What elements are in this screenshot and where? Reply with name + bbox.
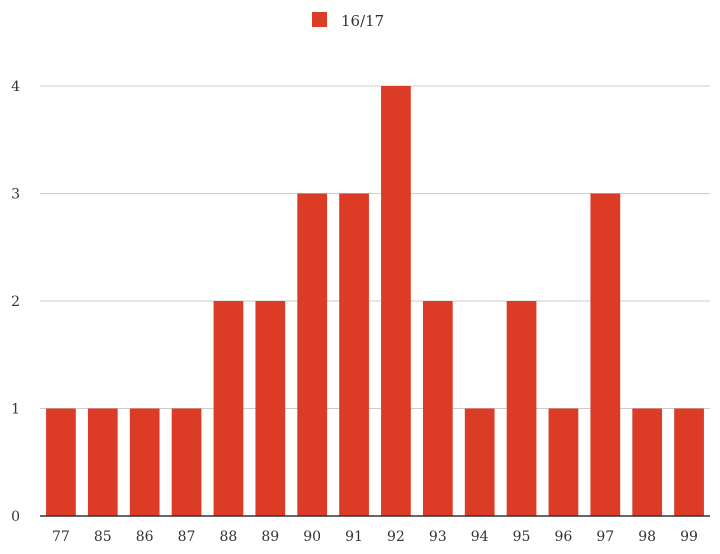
bar-97 bbox=[590, 193, 621, 516]
x-tick-label: 89 bbox=[261, 529, 279, 545]
bar-92 bbox=[381, 86, 411, 516]
bar-85 bbox=[87, 408, 118, 516]
x-tick-label: 93 bbox=[429, 529, 447, 545]
x-tick-label: 94 bbox=[471, 529, 489, 545]
bar-93 bbox=[422, 301, 453, 516]
legend-label: 16/17 bbox=[341, 12, 384, 30]
y-tick-label: 2 bbox=[11, 294, 20, 310]
y-tick-label: 1 bbox=[11, 402, 20, 418]
bar-90 bbox=[297, 193, 328, 516]
y-tick-label: 3 bbox=[11, 187, 20, 203]
bar-96 bbox=[548, 408, 579, 516]
x-tick-label: 92 bbox=[387, 529, 405, 545]
x-tick-label: 95 bbox=[513, 529, 531, 545]
x-tick-label: 90 bbox=[303, 529, 321, 545]
bar-89 bbox=[255, 301, 286, 516]
bar-86 bbox=[129, 408, 160, 516]
bar-87 bbox=[171, 408, 202, 516]
bar-77 bbox=[46, 408, 76, 516]
x-tick-label: 98 bbox=[638, 529, 656, 545]
y-axis-labels: 0 1 2 3 4 bbox=[11, 79, 20, 525]
bar-95 bbox=[506, 301, 537, 516]
bar-98 bbox=[632, 408, 663, 516]
bar-94 bbox=[464, 408, 495, 516]
x-tick-label: 99 bbox=[680, 529, 698, 545]
x-tick-label: 96 bbox=[555, 529, 573, 545]
x-tick-label: 85 bbox=[94, 529, 112, 545]
x-tick-label: 91 bbox=[345, 529, 363, 545]
x-axis-labels: 77 85 86 87 88 89 90 91 92 93 94 95 96 97 98 99 bbox=[52, 529, 698, 545]
bar-88 bbox=[213, 301, 244, 516]
legend: 16/17 bbox=[312, 12, 384, 30]
bars bbox=[46, 86, 704, 516]
y-tick-label: 0 bbox=[11, 509, 20, 525]
x-tick-label: 88 bbox=[220, 529, 238, 545]
x-tick-label: 77 bbox=[52, 529, 70, 545]
x-tick-label: 87 bbox=[178, 529, 196, 545]
y-tick-label: 4 bbox=[11, 79, 20, 95]
x-tick-label: 86 bbox=[136, 529, 154, 545]
x-tick-label: 97 bbox=[596, 529, 614, 545]
bar-91 bbox=[339, 193, 369, 516]
legend-swatch bbox=[312, 12, 327, 27]
bar-99 bbox=[674, 408, 704, 516]
